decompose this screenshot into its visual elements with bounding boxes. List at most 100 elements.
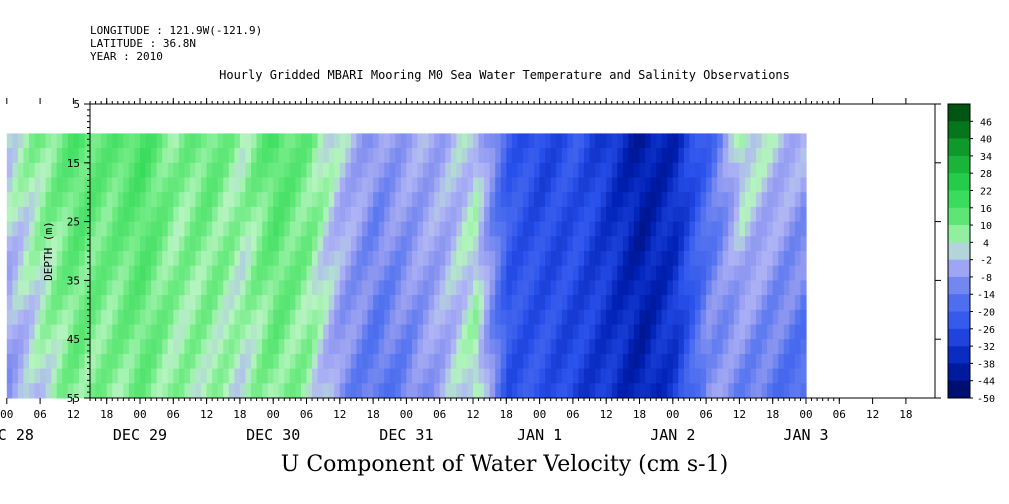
- heatmap-cell: [761, 236, 768, 252]
- heatmap-cell: [800, 192, 807, 208]
- heatmap-cell: [650, 221, 657, 237]
- heatmap-cell: [289, 162, 296, 178]
- heatmap-cell: [234, 206, 241, 223]
- colorbar-swatch: [948, 346, 970, 364]
- heatmap-cell: [189, 221, 197, 237]
- heatmap-cell: [595, 162, 602, 178]
- heatmap-cell: [656, 162, 663, 178]
- heatmap-cell: [239, 177, 247, 193]
- heatmap-cell: [356, 148, 363, 164]
- heatmap-cell: [495, 162, 502, 178]
- x-tick-label: 12: [600, 408, 613, 421]
- heatmap-cell: [489, 251, 496, 267]
- heatmap-cell: [794, 251, 802, 267]
- heatmap-cell: [251, 221, 258, 237]
- colorbar-swatch: [948, 138, 970, 157]
- heatmap-cell: [783, 324, 790, 340]
- heatmap-cell: [73, 353, 80, 370]
- heatmap-cell: [750, 192, 757, 208]
- heatmap-cell: [195, 295, 202, 311]
- heatmap-cell: [633, 280, 641, 296]
- heatmap-cell: [794, 368, 802, 384]
- heatmap-cell: [328, 221, 335, 237]
- heatmap-cell: [62, 221, 69, 237]
- heatmap-cell: [167, 368, 174, 384]
- heatmap-cell: [345, 251, 352, 267]
- heatmap-cell: [128, 162, 136, 178]
- heatmap-cell: [561, 295, 568, 311]
- heatmap-cell: [650, 162, 657, 178]
- heatmap-cell: [417, 221, 424, 237]
- heatmap-cell: [67, 206, 74, 223]
- heatmap-cell: [350, 251, 358, 267]
- heatmap-cell: [717, 280, 724, 296]
- colorbar-swatch: [948, 294, 970, 312]
- heatmap-cell: [395, 280, 402, 296]
- colorbar-label: -8: [980, 273, 992, 284]
- heatmap-cell: [689, 368, 696, 384]
- heatmap-cell: [195, 221, 202, 237]
- heatmap-cell: [251, 206, 258, 223]
- heatmap-cell: [417, 339, 424, 355]
- heatmap-cell: [783, 295, 790, 311]
- heatmap-cell: [239, 383, 247, 399]
- heatmap-cell: [528, 236, 535, 252]
- heatmap-cell: [278, 177, 285, 193]
- heatmap-cell: [295, 324, 302, 340]
- x-tick-label: 18: [366, 408, 379, 421]
- heatmap-cell: [195, 309, 202, 325]
- heatmap-cell: [151, 309, 158, 325]
- heatmap-cell: [667, 368, 674, 384]
- heatmap-cell: [189, 280, 197, 296]
- heatmap-cell: [262, 162, 269, 178]
- heatmap-cell: [378, 295, 385, 311]
- heatmap-cell: [23, 383, 30, 399]
- heatmap-cell: [572, 221, 580, 237]
- heatmap-cell: [783, 339, 790, 355]
- heatmap-cell: [750, 368, 757, 384]
- heatmap-cell: [201, 295, 208, 311]
- heatmap-cell: [67, 295, 74, 311]
- heatmap-cell: [711, 265, 718, 281]
- heatmap-cell: [750, 265, 757, 281]
- heatmap-cell: [411, 324, 419, 340]
- heatmap-cell: [29, 236, 36, 252]
- heatmap-cell: [528, 133, 535, 149]
- heatmap-cell: [672, 162, 679, 178]
- heatmap-cell: [356, 221, 363, 237]
- heatmap-cell: [489, 280, 496, 296]
- heatmap-cell: [112, 265, 119, 281]
- heatmap-cell: [439, 295, 446, 311]
- heatmap-cell: [173, 162, 180, 178]
- heatmap-cell: [617, 177, 624, 193]
- heatmap-cell: [484, 221, 491, 237]
- heatmap-cell: [251, 251, 258, 267]
- heatmap-cell: [367, 206, 374, 223]
- heatmap-cell: [228, 383, 235, 399]
- heatmap-cell: [778, 133, 785, 149]
- heatmap-cell: [756, 206, 763, 223]
- heatmap-cell: [212, 177, 219, 193]
- heatmap-cell: [478, 295, 485, 311]
- heatmap-cell: [400, 339, 407, 355]
- heatmap-cell: [461, 309, 469, 325]
- heatmap-cell: [556, 148, 563, 164]
- heatmap-cell: [278, 280, 285, 296]
- heatmap-cell: [578, 309, 585, 325]
- heatmap-cell: [90, 177, 97, 193]
- heatmap-cell: [545, 206, 552, 223]
- heatmap-cell: [251, 162, 258, 178]
- heatmap-cell: [550, 295, 557, 311]
- heatmap-cell: [578, 192, 585, 208]
- heatmap-cell: [228, 353, 235, 370]
- x-tick-label: 18: [766, 408, 779, 421]
- heatmap-cell: [339, 324, 346, 340]
- heatmap-cell: [345, 162, 352, 178]
- heatmap-cell: [756, 192, 763, 208]
- heatmap-cell: [34, 309, 41, 325]
- heatmap-cell: [406, 324, 413, 340]
- heatmap-cell: [711, 353, 718, 370]
- heatmap-cell: [400, 192, 407, 208]
- heatmap-cell: [622, 236, 629, 252]
- heatmap-cell: [162, 324, 169, 340]
